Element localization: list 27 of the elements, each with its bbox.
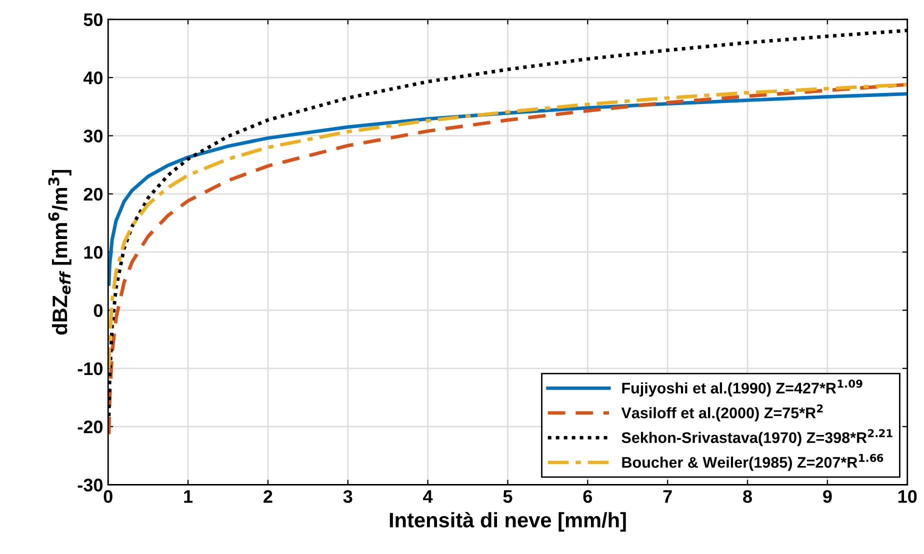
y-tick-label: 40 [83, 71, 103, 84]
legend-label: Boucher & Weiler(1985) Z=207*R$^{1.66}$ [622, 454, 884, 471]
x-tick-label: 6 [583, 490, 592, 503]
y-tick-label: 30 [84, 130, 103, 142]
x-tick-label: 9 [823, 490, 832, 503]
y-axis-title: dBZ$_{eff}$ [mm$^{6}$/m$^{3}$] [48, 170, 72, 335]
legend-label: Vasiloff et al.(2000) Z=75*R$^{2}$ [621, 404, 823, 422]
legend-label: Sekhon-Srivastava(1970) Z=398*R$^{2.21}$ [622, 429, 892, 446]
y-tick-label: -10 [78, 362, 103, 376]
x-tick-label: 7 [663, 490, 672, 503]
x-tick-label: 3 [343, 490, 352, 503]
x-tick-label: 5 [503, 490, 512, 503]
x-tick-label: 0 [104, 490, 112, 503]
y-tick-label: 20 [84, 188, 103, 201]
x-axis-title: Intensità di neve [mm/h] [390, 512, 626, 532]
x-tick-label: 8 [743, 490, 752, 503]
x-tick-label: 4 [423, 490, 433, 503]
y-tick-label: -30 [78, 478, 103, 492]
y-tick-label: -20 [78, 420, 103, 434]
y-tick-label: 10 [84, 246, 103, 259]
y-tick-label: 50 [84, 13, 103, 26]
x-tick-label: 2 [264, 490, 272, 503]
legend-label: Fujiyoshi et al.(1990) Z=427*R$^{1.09}$ [622, 380, 862, 397]
x-tick-label: 10 [898, 490, 917, 503]
x-tick-label: 1 [184, 490, 193, 503]
line-series [108, 82, 908, 370]
y-tick-label: 0 [94, 304, 103, 317]
